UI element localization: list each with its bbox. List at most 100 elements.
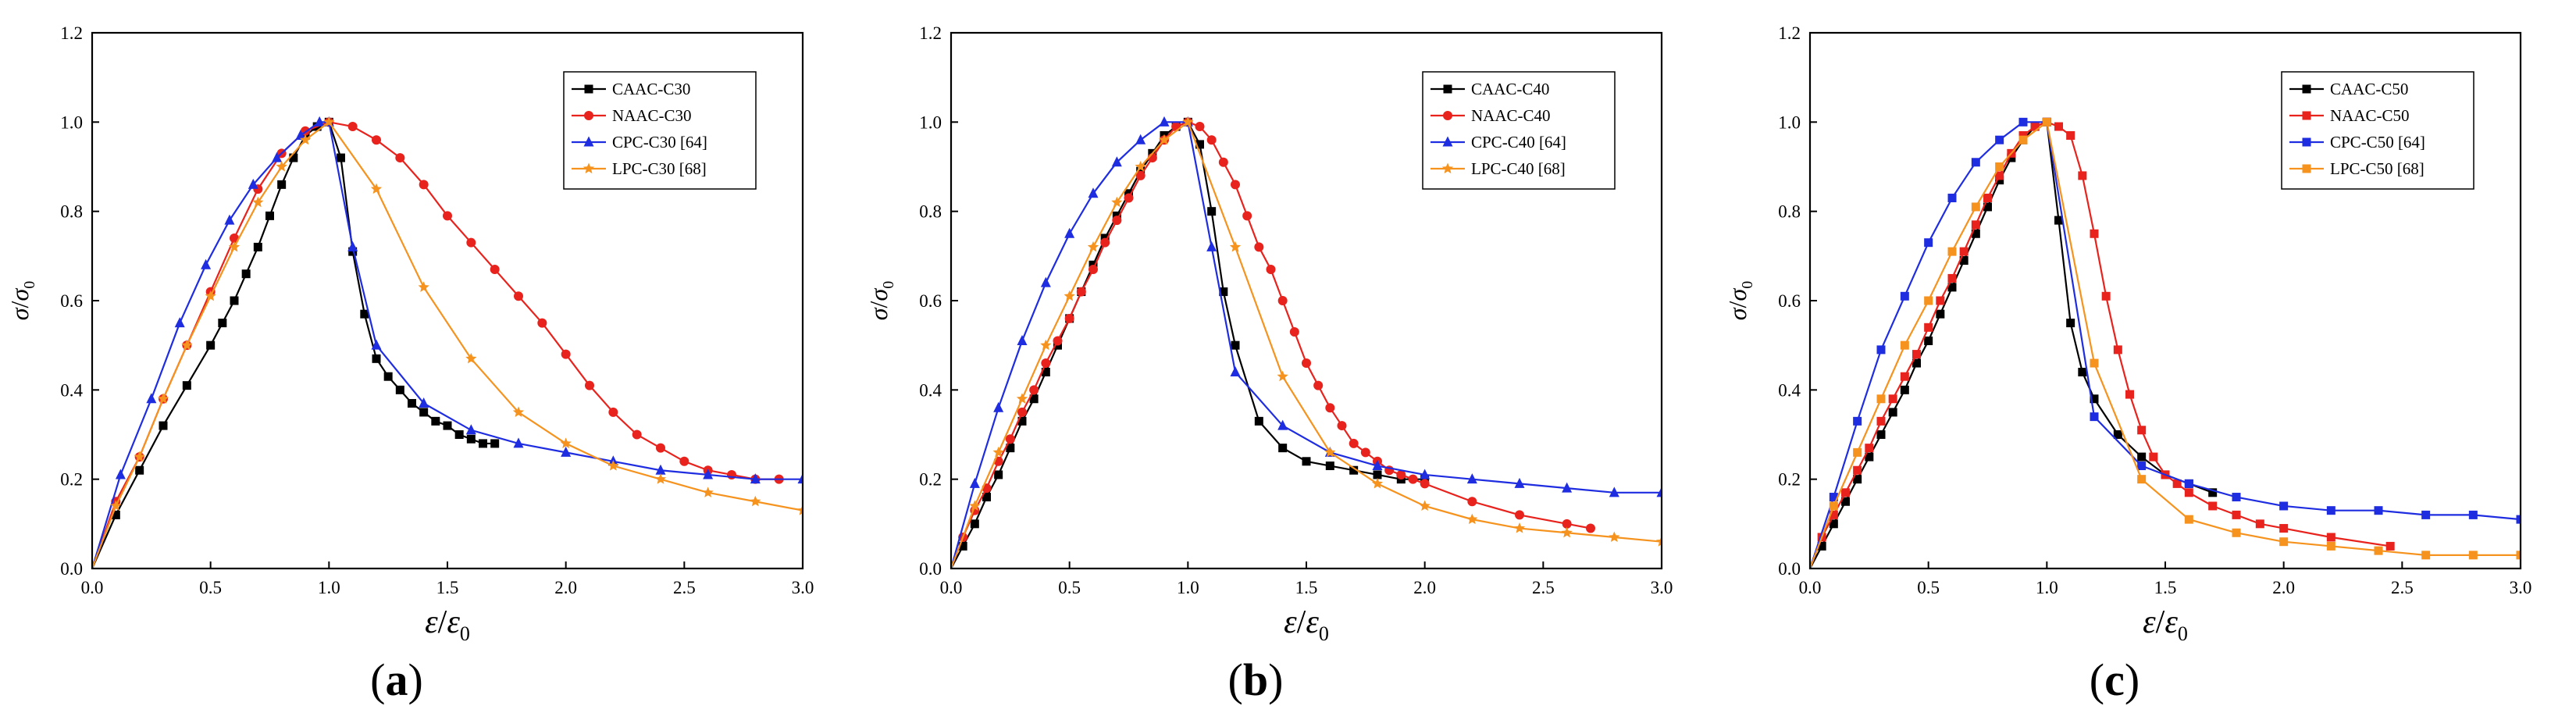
data-point xyxy=(230,233,239,243)
data-point xyxy=(224,214,235,225)
data-point xyxy=(1372,460,1383,471)
data-point xyxy=(1195,140,1204,149)
data-point xyxy=(347,241,358,251)
data-point xyxy=(2326,541,2336,551)
data-point xyxy=(1995,176,2004,185)
data-point xyxy=(1289,327,1299,337)
data-point xyxy=(1017,407,1027,417)
data-point xyxy=(1278,444,1288,453)
data-point xyxy=(1325,403,1335,413)
legend-item: LPC-C50 [68] xyxy=(2289,159,2425,178)
data-point xyxy=(2421,551,2431,560)
data-point xyxy=(2255,519,2264,529)
data-point xyxy=(1995,171,2004,180)
data-point xyxy=(1888,394,1897,404)
data-point xyxy=(360,309,369,319)
legend-label: CAAC-C40 xyxy=(1471,80,1549,98)
data-point xyxy=(1865,444,1874,453)
data-point xyxy=(182,381,191,390)
y-tick-label: 0.6 xyxy=(60,291,83,311)
data-point xyxy=(1971,229,1980,238)
data-point xyxy=(1277,419,1288,430)
data-point xyxy=(1254,416,1263,426)
data-point xyxy=(1586,523,1595,533)
data-point xyxy=(431,416,440,426)
data-point xyxy=(2149,452,2158,462)
data-point xyxy=(370,183,383,194)
data-point xyxy=(1029,394,1039,404)
data-point xyxy=(218,319,227,328)
data-point xyxy=(1467,497,1477,507)
legend-item: LPC-C30 [68] xyxy=(572,159,707,178)
y-tick-label: 1.0 xyxy=(1778,112,1801,132)
plot-area xyxy=(1810,117,2521,569)
legend-marker xyxy=(2302,164,2311,173)
y-tick-label: 0.6 xyxy=(919,291,942,311)
data-point xyxy=(1947,247,1957,256)
data-point xyxy=(276,161,287,172)
data-point xyxy=(1396,469,1406,479)
legend-label: CPC-C40 [64] xyxy=(1471,133,1566,151)
panel-label: (c) xyxy=(2090,654,2140,705)
data-point xyxy=(265,211,274,220)
data-point xyxy=(466,434,476,444)
plot-area xyxy=(951,116,1662,569)
data-point xyxy=(2054,122,2063,131)
y-tick-label: 0.8 xyxy=(60,202,83,222)
x-tick-label: 0.5 xyxy=(1917,578,1940,597)
y-tick-label: 0.2 xyxy=(1778,470,1801,490)
data-point xyxy=(1562,519,1572,529)
data-point xyxy=(205,290,216,301)
data-point xyxy=(490,264,500,274)
legend-item: NAAC-C50 xyxy=(2289,106,2410,125)
data-point xyxy=(679,456,689,466)
data-point xyxy=(206,340,216,350)
data-point xyxy=(372,135,381,145)
legend-marker xyxy=(1443,84,1452,94)
data-point xyxy=(1900,385,1909,394)
data-point xyxy=(1655,536,1662,547)
data-point xyxy=(1971,220,1980,230)
data-point xyxy=(2184,488,2193,497)
data-point xyxy=(750,473,761,484)
data-point xyxy=(2018,130,2028,140)
legend-label: CPC-C30 [64] xyxy=(612,133,707,151)
data-point xyxy=(1088,187,1099,198)
data-point xyxy=(585,380,594,390)
data-point xyxy=(1936,296,1945,305)
legend-label: NAAC-C40 xyxy=(1471,106,1551,125)
data-point xyxy=(1853,447,1862,457)
y-tick-label: 0.8 xyxy=(1778,202,1801,222)
data-point xyxy=(201,258,212,269)
data-point xyxy=(1135,161,1146,172)
data-point xyxy=(969,477,980,488)
data-point xyxy=(1912,358,1921,368)
data-point xyxy=(1206,135,1217,145)
data-point xyxy=(2042,117,2051,127)
data-point xyxy=(655,464,666,475)
data-point xyxy=(371,339,382,350)
data-point xyxy=(1924,238,1933,248)
data-point xyxy=(115,469,126,479)
data-point xyxy=(2279,537,2289,547)
data-point xyxy=(111,510,120,519)
x-tick-label: 2.0 xyxy=(2272,578,2295,597)
data-point xyxy=(135,465,144,475)
data-point xyxy=(1853,465,1862,475)
data-point xyxy=(796,504,803,515)
data-point xyxy=(1419,500,1431,511)
x-tick-label: 2.5 xyxy=(1532,578,1555,597)
legend: CAAC-C50 NAAC-C50 CPC-C50 [64] LPC-C50 [68] xyxy=(2281,71,2474,190)
y-axis-label: σ/σ0 xyxy=(864,281,897,320)
data-point xyxy=(1513,522,1526,533)
data-point xyxy=(146,393,157,404)
y-tick-label: 1.2 xyxy=(1778,23,1801,43)
y-tick-label: 1.0 xyxy=(60,112,83,132)
data-point xyxy=(2208,501,2218,511)
data-point xyxy=(994,470,1003,479)
x-tick-label: 1.5 xyxy=(2154,578,2177,597)
data-point xyxy=(272,151,283,162)
data-point xyxy=(1242,211,1252,221)
data-point xyxy=(1041,358,1051,369)
data-point xyxy=(134,451,145,462)
